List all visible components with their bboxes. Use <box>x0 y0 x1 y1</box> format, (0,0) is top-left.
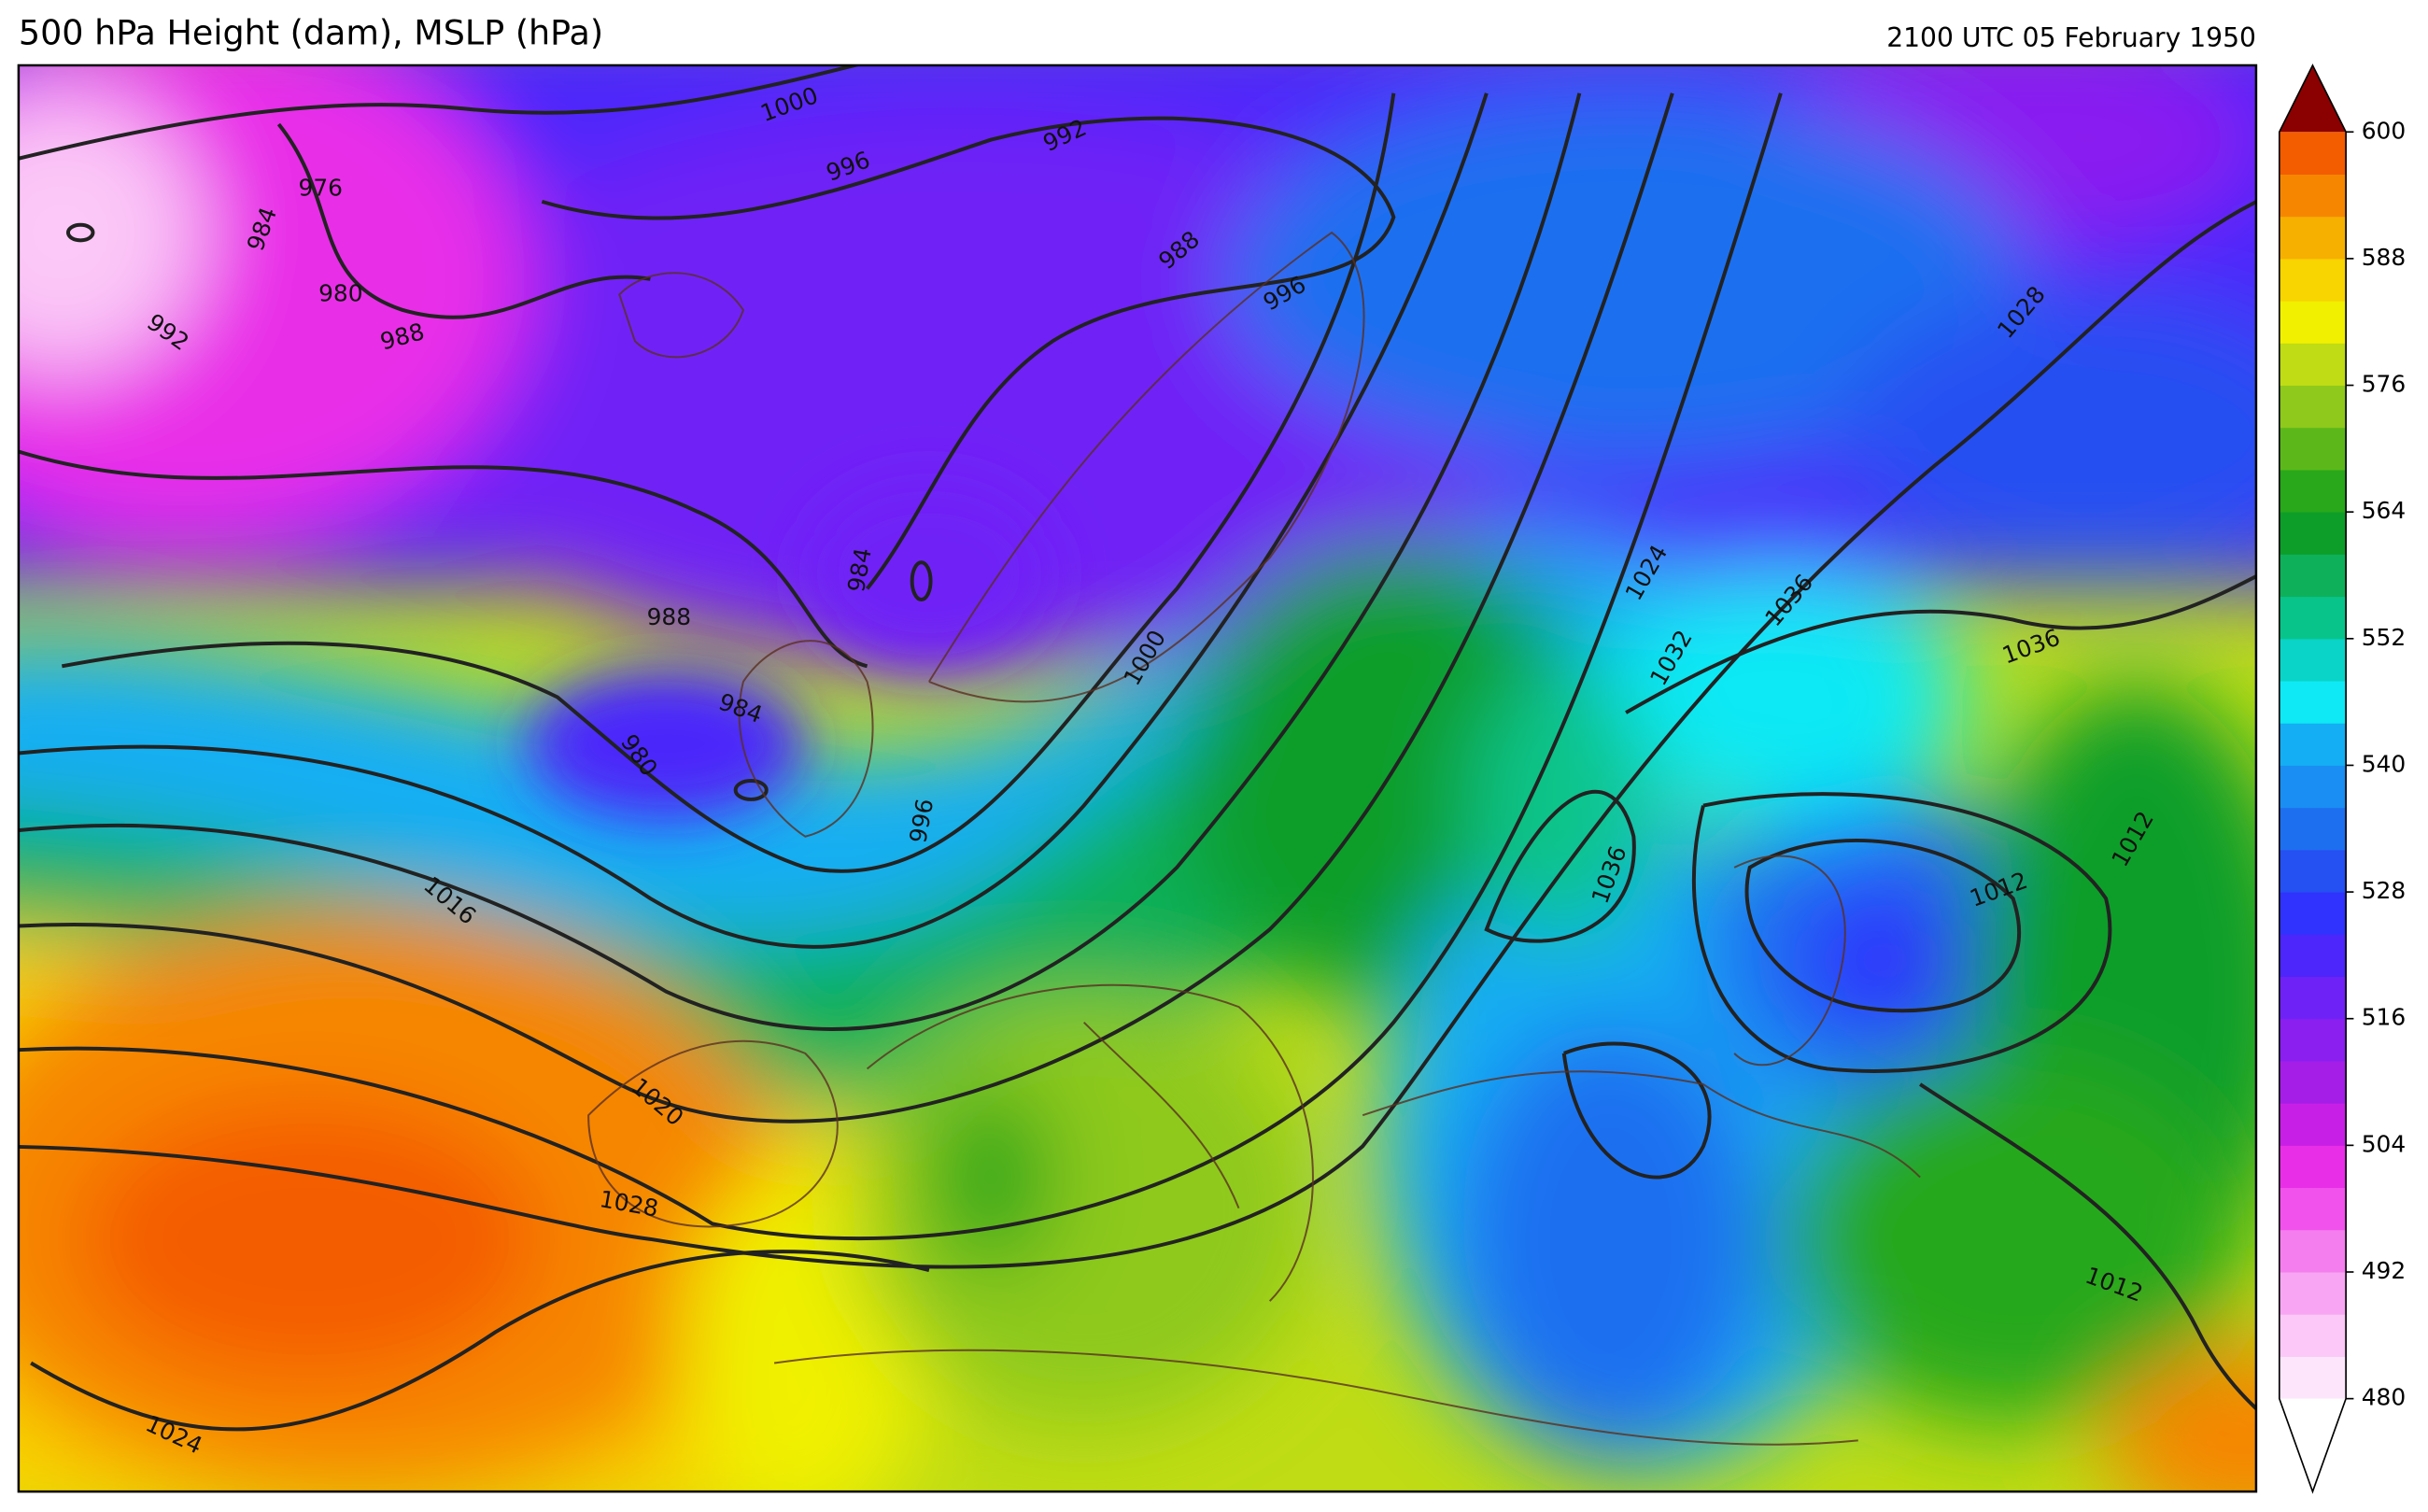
colorbar-band <box>2279 1187 2347 1231</box>
colorbar-band <box>2279 1356 2347 1400</box>
colorbar-band <box>2279 1103 2347 1146</box>
colorbar-band <box>2279 427 2347 471</box>
colorbar-band <box>2279 174 2347 218</box>
colorbar-band <box>2279 976 2347 1020</box>
map-title: 500 hPa Height (dam), MSLP (hPa) <box>19 12 603 52</box>
colorbar-band <box>2279 1018 2347 1062</box>
colorbar-tick-label: 516 <box>2362 1004 2406 1031</box>
colorbar-band <box>2279 343 2347 387</box>
contour-label: 988 <box>647 603 691 630</box>
colorbar-band <box>2279 554 2347 598</box>
colorbar-band <box>2279 638 2347 682</box>
colorbar-tick-label: 480 <box>2362 1384 2406 1411</box>
colorbar-band <box>2279 216 2347 260</box>
isobars <box>18 64 2256 1432</box>
colorbar-over <box>2279 64 2347 133</box>
valid-time: 2100 UTC 05 February 1950 <box>1886 22 2256 53</box>
colorbar-band <box>2279 681 2347 724</box>
colorbar-band <box>2279 1272 2347 1315</box>
colorbar-tick-label: 540 <box>2362 750 2406 777</box>
colorbar-band <box>2279 469 2347 513</box>
map-frame <box>17 64 2258 1493</box>
colorbar-band <box>2279 385 2347 429</box>
colorbar-band <box>2279 765 2347 809</box>
coastlines <box>587 231 1921 1446</box>
contour-label: 980 <box>318 279 362 306</box>
colorbar-band <box>2279 512 2347 555</box>
colorbar-band <box>2279 892 2347 935</box>
colorbar-band <box>2279 596 2347 640</box>
colorbar-band <box>2279 723 2347 766</box>
colorbar-band <box>2279 1314 2347 1357</box>
contour-label: 976 <box>299 175 343 202</box>
colorbar: 480 492 504 516 528 540 552 564 576 588 600 <box>2278 64 2406 1494</box>
colorbar-under <box>2279 1398 2347 1492</box>
colorbar-tick-label: 600 <box>2362 117 2406 144</box>
colorbar-tick-label: 576 <box>2362 371 2406 398</box>
colorbar-tick-label: 564 <box>2362 497 2406 524</box>
colorbar-band <box>2279 132 2347 175</box>
colorbar-tick-label: 528 <box>2362 877 2406 904</box>
colorbar-tick-label: 492 <box>2362 1257 2406 1284</box>
colorbar-band <box>2279 1060 2347 1104</box>
colorbar-band <box>2279 258 2347 302</box>
colorbar-band <box>2279 849 2347 893</box>
colorbar-tick-label: 588 <box>2362 244 2406 271</box>
colorbar-band <box>2279 1229 2347 1273</box>
colorbar-tick-label: 504 <box>2362 1130 2406 1157</box>
colorbar-band <box>2279 807 2347 851</box>
colorbar-band <box>2279 934 2347 978</box>
colorbar-band <box>2279 301 2347 344</box>
colorbar-tick-label: 552 <box>2362 624 2406 651</box>
colorbar-band <box>2279 1145 2347 1189</box>
